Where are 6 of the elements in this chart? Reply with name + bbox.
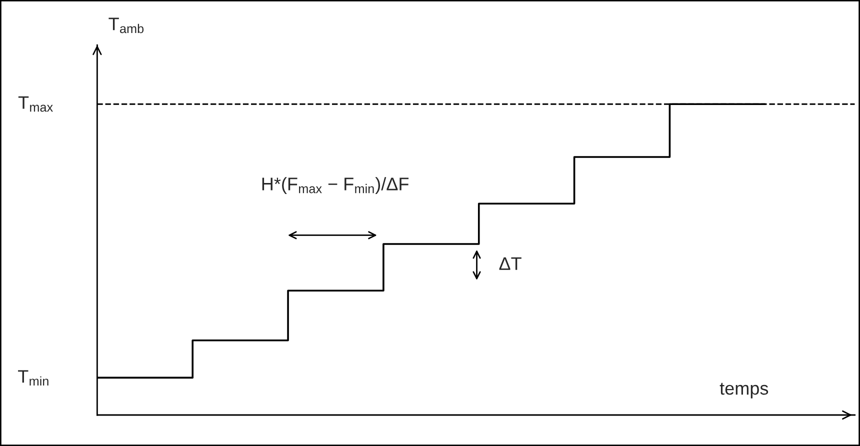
text: T$_{min}$ bbox=[18, 370, 48, 386]
annotation: H*(F$_{max}$ − F$_{min}$)/ΔF bbox=[262, 177, 409, 194]
ref-line-label: T$_{max}$ bbox=[18, 96, 53, 112]
x-axis-title: temps bbox=[720, 382, 768, 398]
y-axis-title: T$_{amb}$ bbox=[108, 18, 144, 34]
annotation: ΔT bbox=[499, 257, 522, 270]
